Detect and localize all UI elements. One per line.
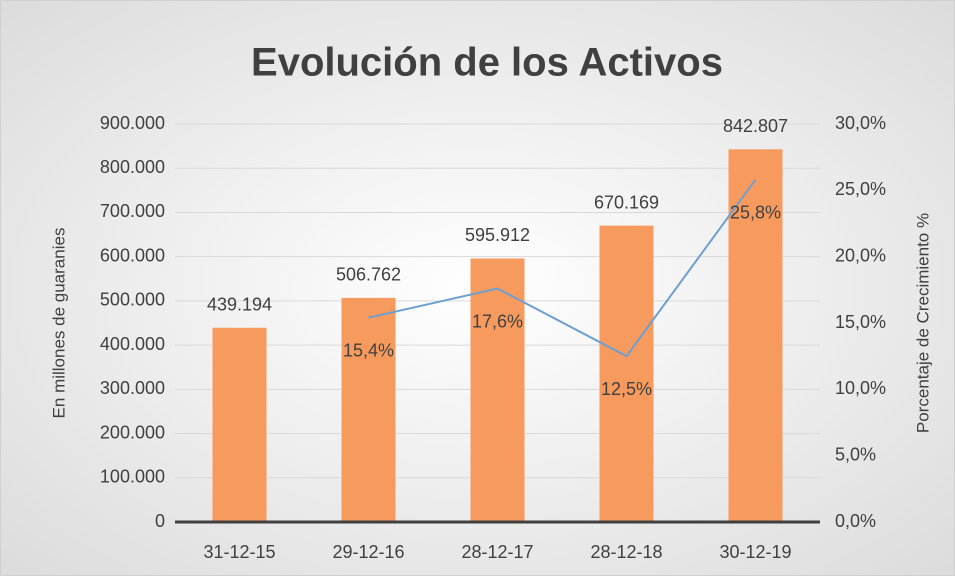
y-tick-label: 200.000 — [100, 422, 165, 442]
y-axis-label: En millones de guaranies — [49, 228, 68, 419]
data-label: 842.807 — [723, 116, 788, 136]
y-tick-label: 700.000 — [100, 201, 165, 221]
bar — [341, 297, 396, 522]
x-tick-label: 31-12-15 — [203, 542, 275, 562]
data-label: 15,4% — [343, 340, 394, 360]
y2-axis-label: Porcentaje de Crecimiento % — [913, 213, 932, 433]
y-tick-label: 300.000 — [100, 378, 165, 398]
chart-title: Evolución de los Activos — [251, 41, 723, 85]
y-tick-label: 900.000 — [100, 113, 165, 133]
y2-tick-label: 10,0% — [835, 378, 886, 398]
data-label: 17,6% — [472, 311, 523, 331]
y2-tick-label: 25,0% — [835, 179, 886, 199]
y-tick-label: 0 — [155, 511, 165, 531]
y-tick-label: 100.000 — [100, 467, 165, 487]
x-tick-label: 29-12-16 — [332, 542, 404, 562]
y2-tick-label: 5,0% — [835, 444, 876, 464]
x-tick-label: 30-12-19 — [719, 542, 791, 562]
bar — [212, 327, 267, 522]
data-label: 12,5% — [601, 379, 652, 399]
y-tick-label: 500.000 — [100, 290, 165, 310]
x-tick-label: 28-12-18 — [590, 542, 662, 562]
data-label: 670.169 — [594, 192, 659, 212]
data-label: 25,8% — [730, 202, 781, 222]
bar — [470, 258, 525, 522]
y2-tick-label: 0,0% — [835, 511, 876, 531]
data-label: 439.194 — [207, 295, 272, 315]
line — [368, 179, 757, 358]
data-label: 595.912 — [465, 225, 530, 245]
y2-tick-label: 20,0% — [835, 245, 886, 265]
y-tick-label: 600.000 — [100, 245, 165, 265]
y-tick-label: 400.000 — [100, 334, 165, 354]
x-tick-label: 28-12-17 — [461, 542, 533, 562]
bar — [599, 225, 654, 522]
y2-tick-label: 30,0% — [835, 113, 886, 133]
bar — [728, 149, 783, 522]
data-label: 506.762 — [336, 265, 401, 285]
y-tick-label: 800.000 — [100, 157, 165, 177]
y2-tick-label: 15,0% — [835, 312, 886, 332]
